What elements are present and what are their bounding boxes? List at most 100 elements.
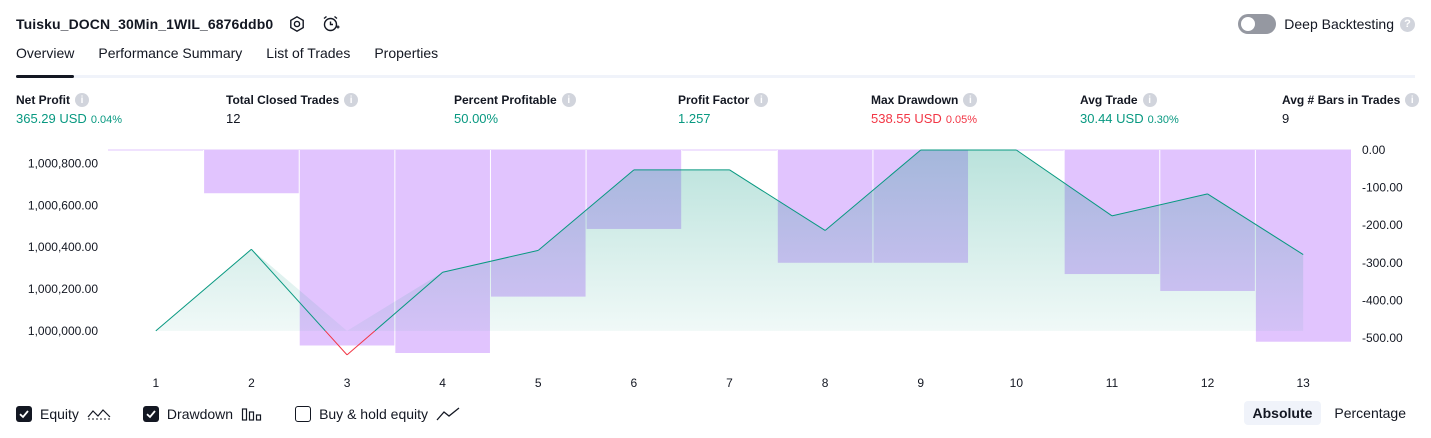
metric-percent: 0.30% (1147, 114, 1179, 126)
left-axis-tick-label: 1,000,800.00 (28, 157, 98, 171)
equity-segment (155, 248, 252, 332)
legend-label: Buy & hold equity (319, 406, 429, 422)
right-axis-tick-label: -200.00 (1362, 218, 1403, 232)
metric-avg-trade: Avg Trade i 30.44 USD 0.30% (1080, 93, 1179, 126)
x-axis-tick-label: 5 (535, 376, 542, 390)
x-axis-tick-label: 8 (822, 376, 829, 390)
right-axis-tick-label: -100.00 (1362, 181, 1403, 195)
right-axis-tick-label: 0.00 (1362, 143, 1386, 157)
info-icon[interactable]: i (75, 93, 89, 107)
x-axis-tick-label: 2 (248, 376, 255, 390)
metric-label: Avg # Bars in Trades (1282, 93, 1401, 107)
equity-segment (346, 330, 376, 356)
right-axis-tick-label: -400.00 (1362, 293, 1403, 307)
equity-area (155, 150, 1304, 331)
drawdown-checkbox[interactable] (142, 406, 159, 422)
equity-segment (374, 271, 443, 332)
tab-overview[interactable]: Overview (16, 45, 75, 78)
right-axis-tick-label: -300.00 (1362, 256, 1403, 270)
x-axis-tick-label: 1 (152, 376, 159, 390)
info-icon[interactable]: i (754, 93, 769, 107)
info-icon[interactable]: i (561, 93, 576, 107)
equity-segment (1111, 193, 1208, 217)
metric-percent-profitable: Percent Profitable i 50.00% (454, 93, 576, 126)
scale-mode-toggle: Absolute Percentage (1240, 401, 1416, 425)
toggle-knob (1241, 17, 1256, 31)
right-axis: 0.00 -100.00 -200.00 -300.00 -400.00 -500.00 (1362, 143, 1403, 345)
settings-icon[interactable] (287, 14, 307, 34)
equity-segment (324, 330, 348, 356)
metric-max-drawdown: Max Drawdown i 538.55 USD 0.05% (871, 93, 978, 126)
equity-series (155, 149, 1304, 356)
legend-drawdown[interactable]: Drawdown (142, 406, 263, 422)
equity-drawdown-chart[interactable]: 1,000,000.00 1,000,200.00 1,000,400.00 1,00… (0, 140, 1431, 400)
equity-line-icon (87, 406, 111, 422)
drawdown-bar (203, 150, 300, 194)
metric-label: Percent Profitable (454, 93, 557, 107)
legend-buy-hold[interactable]: Buy & hold equity (295, 406, 460, 422)
equity-segment (729, 169, 826, 231)
help-icon[interactable]: ? (1400, 16, 1415, 32)
metric-value: 12 (226, 111, 241, 126)
legend-label: Drawdown (166, 406, 234, 422)
legend-label: Equity (40, 406, 79, 422)
equity-segment (1207, 193, 1304, 255)
x-axis-tick-label: 11 (1106, 376, 1119, 390)
header: Tuisku_DOCN_30Min_1WIL_6876ddb0 (16, 12, 341, 36)
legend-equity[interactable]: Equity (16, 406, 111, 422)
equity-checkbox[interactable] (16, 406, 32, 422)
metric-label: Profit Factor (678, 93, 750, 107)
metric-label: Max Drawdown (871, 93, 959, 107)
x-axis-tick-label: 7 (726, 376, 733, 390)
equity-segment (537, 169, 635, 251)
x-axis-tick-label: 4 (439, 376, 446, 390)
metric-label: Net Profit (16, 93, 70, 107)
metric-percent: 0.04% (90, 114, 123, 126)
buy-hold-checkbox[interactable] (295, 406, 312, 422)
metric-value: 9 (1282, 111, 1290, 126)
right-axis-tick-label: -500.00 (1362, 331, 1403, 345)
metric-percent: 0.05% (945, 114, 978, 126)
x-axis: 1 2 3 4 5 6 7 8 9 10 11 12 13 (152, 376, 1310, 390)
metric-total-closed-trades: Total Closed Trades i 12 (226, 93, 359, 126)
x-axis-tick-label: 3 (344, 376, 351, 390)
metric-value: 1.257 (678, 111, 711, 126)
tab-performance-summary[interactable]: Performance Summary (98, 45, 243, 61)
tab-list-of-trades[interactable]: List of Trades (266, 45, 351, 61)
metrics-row: Net Profit i 365.29 USD 0.04% Total Closed… (16, 93, 1420, 133)
tab-bar: Overview Performance Summary List of Tra… (16, 45, 1415, 78)
left-axis: 1,000,000.00 1,000,200.00 1,000,400.00 1,00… (28, 157, 98, 338)
percentage-button[interactable]: Percentage (1334, 405, 1406, 421)
info-icon[interactable]: i (1405, 93, 1420, 107)
info-icon[interactable]: i (963, 93, 978, 107)
left-axis-tick-label: 1,000,600.00 (28, 198, 98, 212)
x-axis-tick-label: 9 (917, 376, 924, 390)
metric-avg-bars-in-trades: Avg # Bars in Trades i 9 (1282, 93, 1420, 126)
equity-segment (1016, 149, 1113, 217)
drawdown-bars-icon (241, 406, 263, 422)
deep-backtesting-toggle[interactable] (1238, 14, 1277, 34)
metric-profit-factor: Profit Factor i 1.257 (678, 93, 769, 126)
absolute-button[interactable]: Absolute (1243, 401, 1322, 425)
buy-hold-line-icon (436, 406, 460, 422)
x-axis-tick-label: 12 (1201, 376, 1215, 390)
x-axis-tick-label: 6 (631, 376, 638, 390)
strategy-title: Tuisku_DOCN_30Min_1WIL_6876ddb0 (16, 16, 274, 32)
x-axis-tick-label: 13 (1297, 376, 1311, 390)
left-axis-tick-label: 1,000,400.00 (28, 240, 98, 254)
metric-value: 365.29 USD (16, 111, 87, 126)
x-axis-tick-label: 10 (1010, 376, 1024, 390)
metric-value: 538.55 USD (871, 111, 942, 126)
equity-segment (442, 249, 539, 273)
chart-legend: Equity Drawdown Buy & hold equity (16, 402, 492, 426)
metric-value: 30.44 USD (1080, 111, 1144, 126)
info-icon[interactable]: i (344, 93, 359, 107)
left-axis-tick-label: 1,000,200.00 (28, 282, 98, 296)
metric-net-profit: Net Profit i 365.29 USD 0.04% (16, 93, 122, 126)
info-icon[interactable]: i (1142, 93, 1157, 107)
left-axis-tick-label: 1,000,000.00 (28, 324, 98, 338)
metric-label: Total Closed Trades (226, 93, 340, 107)
add-alert-icon[interactable] (321, 14, 341, 34)
tab-properties[interactable]: Properties (374, 45, 439, 61)
deep-backtesting-label: Deep Backtesting (1284, 16, 1394, 32)
